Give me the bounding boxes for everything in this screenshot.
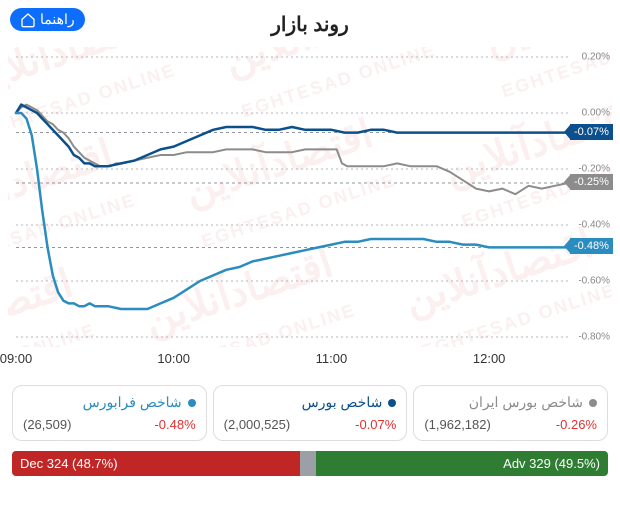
x-tick-label: 09:00	[0, 351, 32, 366]
page-title: روند بازار	[6, 12, 614, 37]
y-tick-label: 0.20%	[582, 52, 610, 63]
main-container: راهنما روند بازار اقتصادآنلاینEGHTESAD O…	[0, 0, 620, 482]
legend-change: -0.07%	[355, 417, 396, 432]
legend-card-iran[interactable]: شاخص بورس ایران (1,962,182) -0.26%	[413, 385, 608, 441]
legend-dot-icon	[188, 399, 196, 407]
legend-value: (26,509)	[23, 417, 71, 432]
series-end-label-iran: -0.25%	[570, 174, 613, 190]
series-end-label-farabourse: -0.48%	[570, 238, 613, 254]
y-tick-label: -0.20%	[578, 164, 610, 175]
adv-segment: Adv 329 (49.5%)	[316, 451, 608, 476]
dec-segment: Dec 324 (48.7%)	[12, 451, 300, 476]
legend-change: -0.48%	[154, 417, 195, 432]
y-tick-label: -0.60%	[578, 276, 610, 287]
y-tick-label: -0.40%	[578, 220, 610, 231]
legend-dot-icon	[388, 399, 396, 407]
legend-title-text: شاخص بورس ایران	[469, 394, 583, 411]
neutral-segment	[300, 451, 316, 476]
legend-value: (2,000,525)	[224, 417, 291, 432]
legend-dot-icon	[589, 399, 597, 407]
x-tick-label: 11:00	[316, 351, 348, 366]
help-label: راهنما	[40, 11, 75, 28]
x-axis: 09:0010:0011:0012:00	[8, 351, 612, 371]
legend-title-text: شاخص فرابورس	[83, 394, 182, 411]
series-end-label-bourse: -0.07%	[570, 124, 613, 140]
chart-area: اقتصادآنلاینEGHTESAD ONLINEاقتصادآنلاینE…	[8, 47, 612, 347]
legend-row: شاخص بورس ایران(1,962,182)-0.26%شاخص بور…	[12, 385, 608, 441]
x-tick-label: 12:00	[473, 351, 506, 366]
legend-card-bourse[interactable]: شاخص بورس (2,000,525) -0.07%	[213, 385, 408, 441]
help-button[interactable]: راهنما	[10, 8, 85, 31]
y-tick-label: 0.00%	[582, 108, 610, 119]
header: راهنما روند بازار	[6, 8, 614, 47]
home-icon	[20, 12, 36, 28]
legend-value: (1,962,182)	[424, 417, 491, 432]
x-tick-label: 10:00	[157, 351, 190, 366]
chart-svg	[8, 47, 612, 347]
adv-dec-bar: Dec 324 (48.7%) Adv 329 (49.5%)	[12, 451, 608, 476]
y-tick-label: -0.80%	[578, 332, 610, 343]
legend-change: -0.26%	[556, 417, 597, 432]
legend-card-farabourse[interactable]: شاخص فرابورس (26,509) -0.48%	[12, 385, 207, 441]
legend-title-text: شاخص بورس	[302, 394, 383, 411]
